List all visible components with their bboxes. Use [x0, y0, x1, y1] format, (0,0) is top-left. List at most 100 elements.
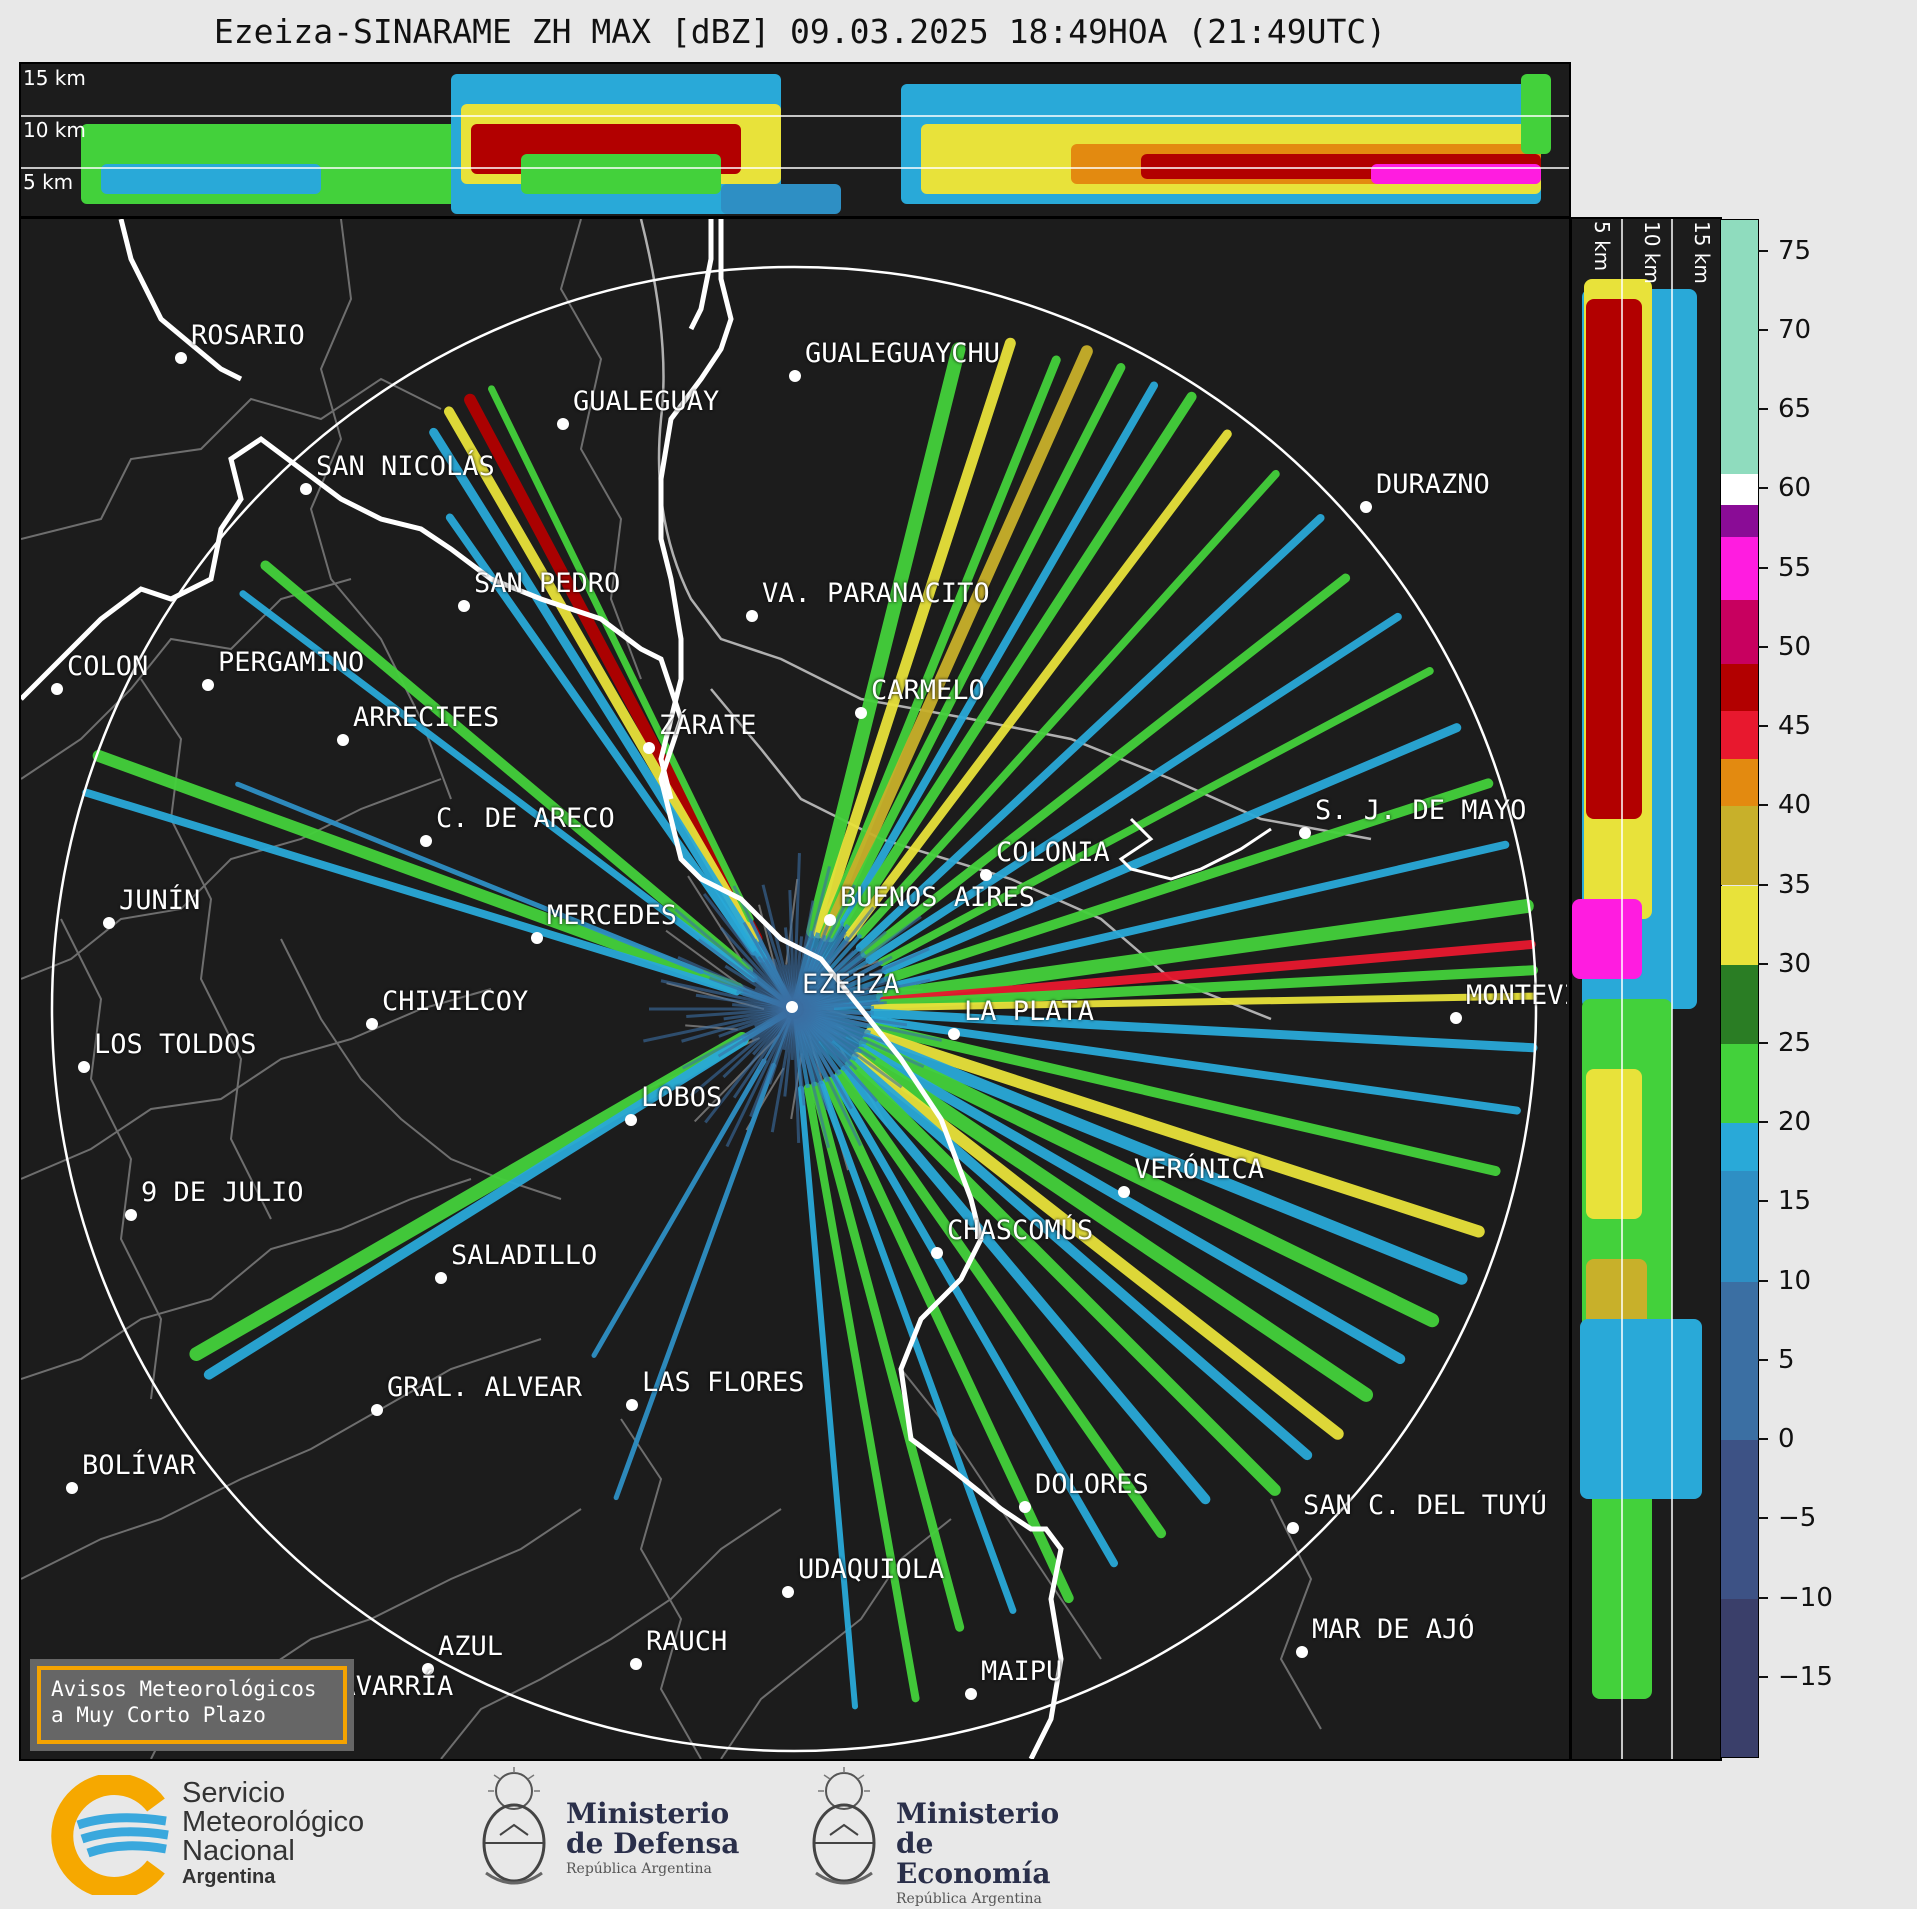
radar-echo-ray [260, 560, 754, 976]
side-cross-section: 5 km 10 km 15 km [1570, 217, 1722, 1761]
radar-echo-ray [866, 1021, 1501, 1176]
radar-echo-clutter [792, 853, 801, 1010]
radar-echo-ray [844, 1059, 1281, 1496]
cross-section-band [101, 164, 321, 194]
city-label: DURAZNO [1376, 469, 1490, 500]
colorbar-tick [1758, 1279, 1768, 1282]
city-label: RAUCH [646, 1626, 728, 1657]
defensa-logo: Ministerio de Defensa República Argentin… [470, 1765, 750, 1895]
colorbar-tick [1758, 1200, 1768, 1203]
warning-line-1: Avisos Meteorológicos [51, 1677, 317, 1701]
radar-echo-clutter [793, 1007, 943, 1042]
economia-line-3: República Argentina [896, 1891, 1042, 1907]
side-cross-section-echoes [1572, 279, 1702, 1699]
colorbar-tick-label: 0 [1778, 1424, 1795, 1455]
colorbar-tick-label: 10 [1778, 1265, 1812, 1296]
colorbar-tick [1758, 1596, 1768, 1599]
city-label: DOLORES [1035, 1469, 1149, 1500]
city-marker [337, 734, 349, 746]
radar-echo-ray [878, 666, 1434, 967]
city-label: PERGAMINO [218, 647, 365, 678]
radar-echo-clutter [702, 893, 796, 1010]
city-marker [1360, 501, 1372, 513]
colorbar-segment [1721, 1281, 1758, 1441]
city-marker [786, 1001, 798, 1013]
radar-echo-ray [840, 1065, 1211, 1505]
economia-logo: Ministerio de Economía República Argenti… [800, 1765, 1080, 1907]
city-marker [1450, 1012, 1462, 1024]
city-label: GUALEGUAYCHU [805, 338, 1001, 369]
city-label: COLONIA [996, 837, 1110, 868]
colorbar-tick [1758, 883, 1768, 886]
city-label: SAN PEDRO [474, 568, 621, 599]
smn-line-1: Servicio [182, 1777, 286, 1809]
colorbar-segment [1721, 885, 1758, 965]
colorbar [1720, 219, 1759, 1758]
city-label: LAS FLORES [642, 1367, 805, 1398]
radar-echo-clutter [725, 1008, 796, 1148]
radar-echo-clutter [793, 947, 930, 1011]
radar-echo-clutter [793, 978, 931, 1011]
colorbar-tick-label: 15 [1778, 1186, 1812, 1217]
radar-echo-clutter [674, 908, 795, 1011]
warning-box[interactable]: Avisos Meteorológicos a Muy Corto Plazo [30, 1659, 354, 1751]
radar-echo-ray [92, 749, 744, 995]
cross-section-band [1371, 164, 1541, 184]
colorbar-tick [1758, 1675, 1768, 1678]
city-marker [965, 1688, 977, 1700]
radar-echo-ray [488, 385, 754, 923]
defensa-seal-icon [482, 1767, 546, 1885]
city-label: COLON [67, 651, 149, 682]
radar-echo-ray [858, 1037, 1440, 1328]
colorbar-tick [1758, 1358, 1768, 1361]
radar-echo-ray [878, 965, 1538, 1010]
colorbar-tick-label: 70 [1778, 314, 1812, 345]
colorbar-segment [1721, 806, 1758, 886]
colorbar-tick-label: −10 [1778, 1582, 1833, 1613]
city-marker [1019, 1501, 1031, 1513]
radar-echo-ray [862, 1032, 1468, 1285]
radar-echo-clutter [793, 1001, 887, 1011]
city-marker [855, 707, 867, 719]
city-label: CHIVILCOY [382, 986, 529, 1017]
radar-echo-clutter [704, 1008, 796, 1124]
radar-echo-ray [864, 1027, 1485, 1238]
cross-section-band [721, 184, 841, 214]
radar-echo-ray [887, 840, 1510, 991]
city-label: BOLÍVAR [82, 1450, 196, 1481]
city-label: LOS TOLDOS [94, 1029, 257, 1060]
colorbar-tick [1758, 566, 1768, 569]
radar-echo-clutter [660, 979, 795, 1011]
radar-echo-ray [860, 573, 1351, 959]
radar-echo-ray [822, 1076, 1074, 1604]
colorbar-tick [1758, 1121, 1768, 1124]
city-label: LA PLATA [964, 996, 1095, 1027]
colorbar-tick-label: 45 [1778, 711, 1812, 742]
city-label: SAN C. DEL TUYÚ [1303, 1490, 1547, 1521]
colorbar-segment [1721, 536, 1758, 601]
city-marker [458, 600, 470, 612]
side-cross-section-canvas [1572, 219, 1702, 1759]
uruguay-coast [1118, 817, 1272, 881]
city-marker [782, 1586, 794, 1598]
city-label: LOBOS [641, 1082, 723, 1113]
city-marker [175, 352, 187, 364]
smn-line-4: Argentina [182, 1866, 276, 1888]
radar-echo-ray [879, 940, 1536, 1006]
radar-echo-ray [817, 1080, 1017, 1614]
radar-echo-ray [830, 1074, 1118, 1568]
range-ring [50, 265, 1538, 1753]
radar-echo-clutter [792, 1008, 801, 1143]
city-marker [51, 683, 63, 695]
city-label: MONTEVIDEO [1466, 980, 1567, 1011]
radar-echo-ray [613, 1062, 776, 1501]
colorbar-tick [1758, 725, 1768, 728]
city-label: MAR DE AJÓ [1312, 1614, 1475, 1645]
colorbar-tick [1758, 804, 1768, 807]
radar-echo-ray [429, 427, 767, 963]
city-marker [948, 1028, 960, 1040]
radar-echo-ray [876, 899, 1534, 1004]
city-marker [125, 1209, 137, 1221]
cross-section-band [1572, 899, 1642, 979]
colorbar-segment [1721, 600, 1758, 664]
